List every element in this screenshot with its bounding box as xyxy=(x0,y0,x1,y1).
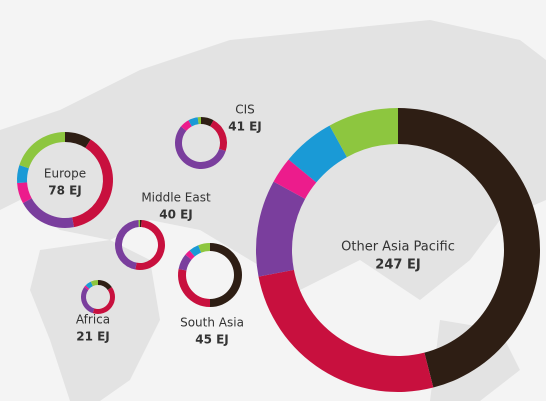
donut-segment xyxy=(174,126,226,170)
donut-segment xyxy=(84,285,90,290)
donut-segment xyxy=(256,181,306,277)
donut-segment xyxy=(258,269,434,392)
region-name: CIS xyxy=(235,103,255,117)
region-name: Middle East xyxy=(141,191,211,205)
donut-segment xyxy=(189,245,202,257)
donut-segment xyxy=(185,250,195,260)
region-total: 45 EJ xyxy=(195,333,229,347)
donut-segment xyxy=(178,254,192,271)
region-total: 41 EJ xyxy=(228,120,262,134)
donut-segment xyxy=(17,165,29,184)
donut-segment xyxy=(85,281,93,289)
region-total: 247 EJ xyxy=(375,258,420,273)
donut-segment xyxy=(135,220,165,270)
region-name: South Asia xyxy=(180,316,244,330)
donut-segment xyxy=(17,182,32,204)
donut-segment xyxy=(114,220,139,270)
donut-segment xyxy=(273,159,317,199)
region-name: Africa xyxy=(76,313,110,327)
donut-segment xyxy=(90,280,98,287)
donut-segment xyxy=(178,269,210,307)
donut-segment xyxy=(201,117,214,127)
region-total: 40 EJ xyxy=(159,208,193,222)
region-total: 21 EJ xyxy=(76,330,110,344)
donut-segment xyxy=(210,243,242,307)
donut-segment xyxy=(188,117,199,127)
donut-segment xyxy=(92,287,116,315)
region-name: Other Asia Pacific xyxy=(341,240,455,255)
donut-segment xyxy=(72,139,114,228)
donut-segment xyxy=(22,198,74,229)
region-total: 78 EJ xyxy=(48,184,82,198)
donut-segment xyxy=(80,287,95,314)
donut-segment xyxy=(65,132,91,148)
donut-segment xyxy=(198,243,210,253)
donut-segment xyxy=(197,117,201,125)
donut-segment xyxy=(140,220,142,228)
donut-segment xyxy=(19,132,65,169)
donut-segment xyxy=(210,120,227,152)
donut-segment xyxy=(98,280,112,290)
donut-segment xyxy=(329,108,398,158)
donut-segment xyxy=(180,120,192,131)
donut-segment xyxy=(138,220,140,228)
region-name: Europe xyxy=(44,167,86,181)
donut-segment xyxy=(398,108,540,388)
donut-segment xyxy=(288,125,347,183)
